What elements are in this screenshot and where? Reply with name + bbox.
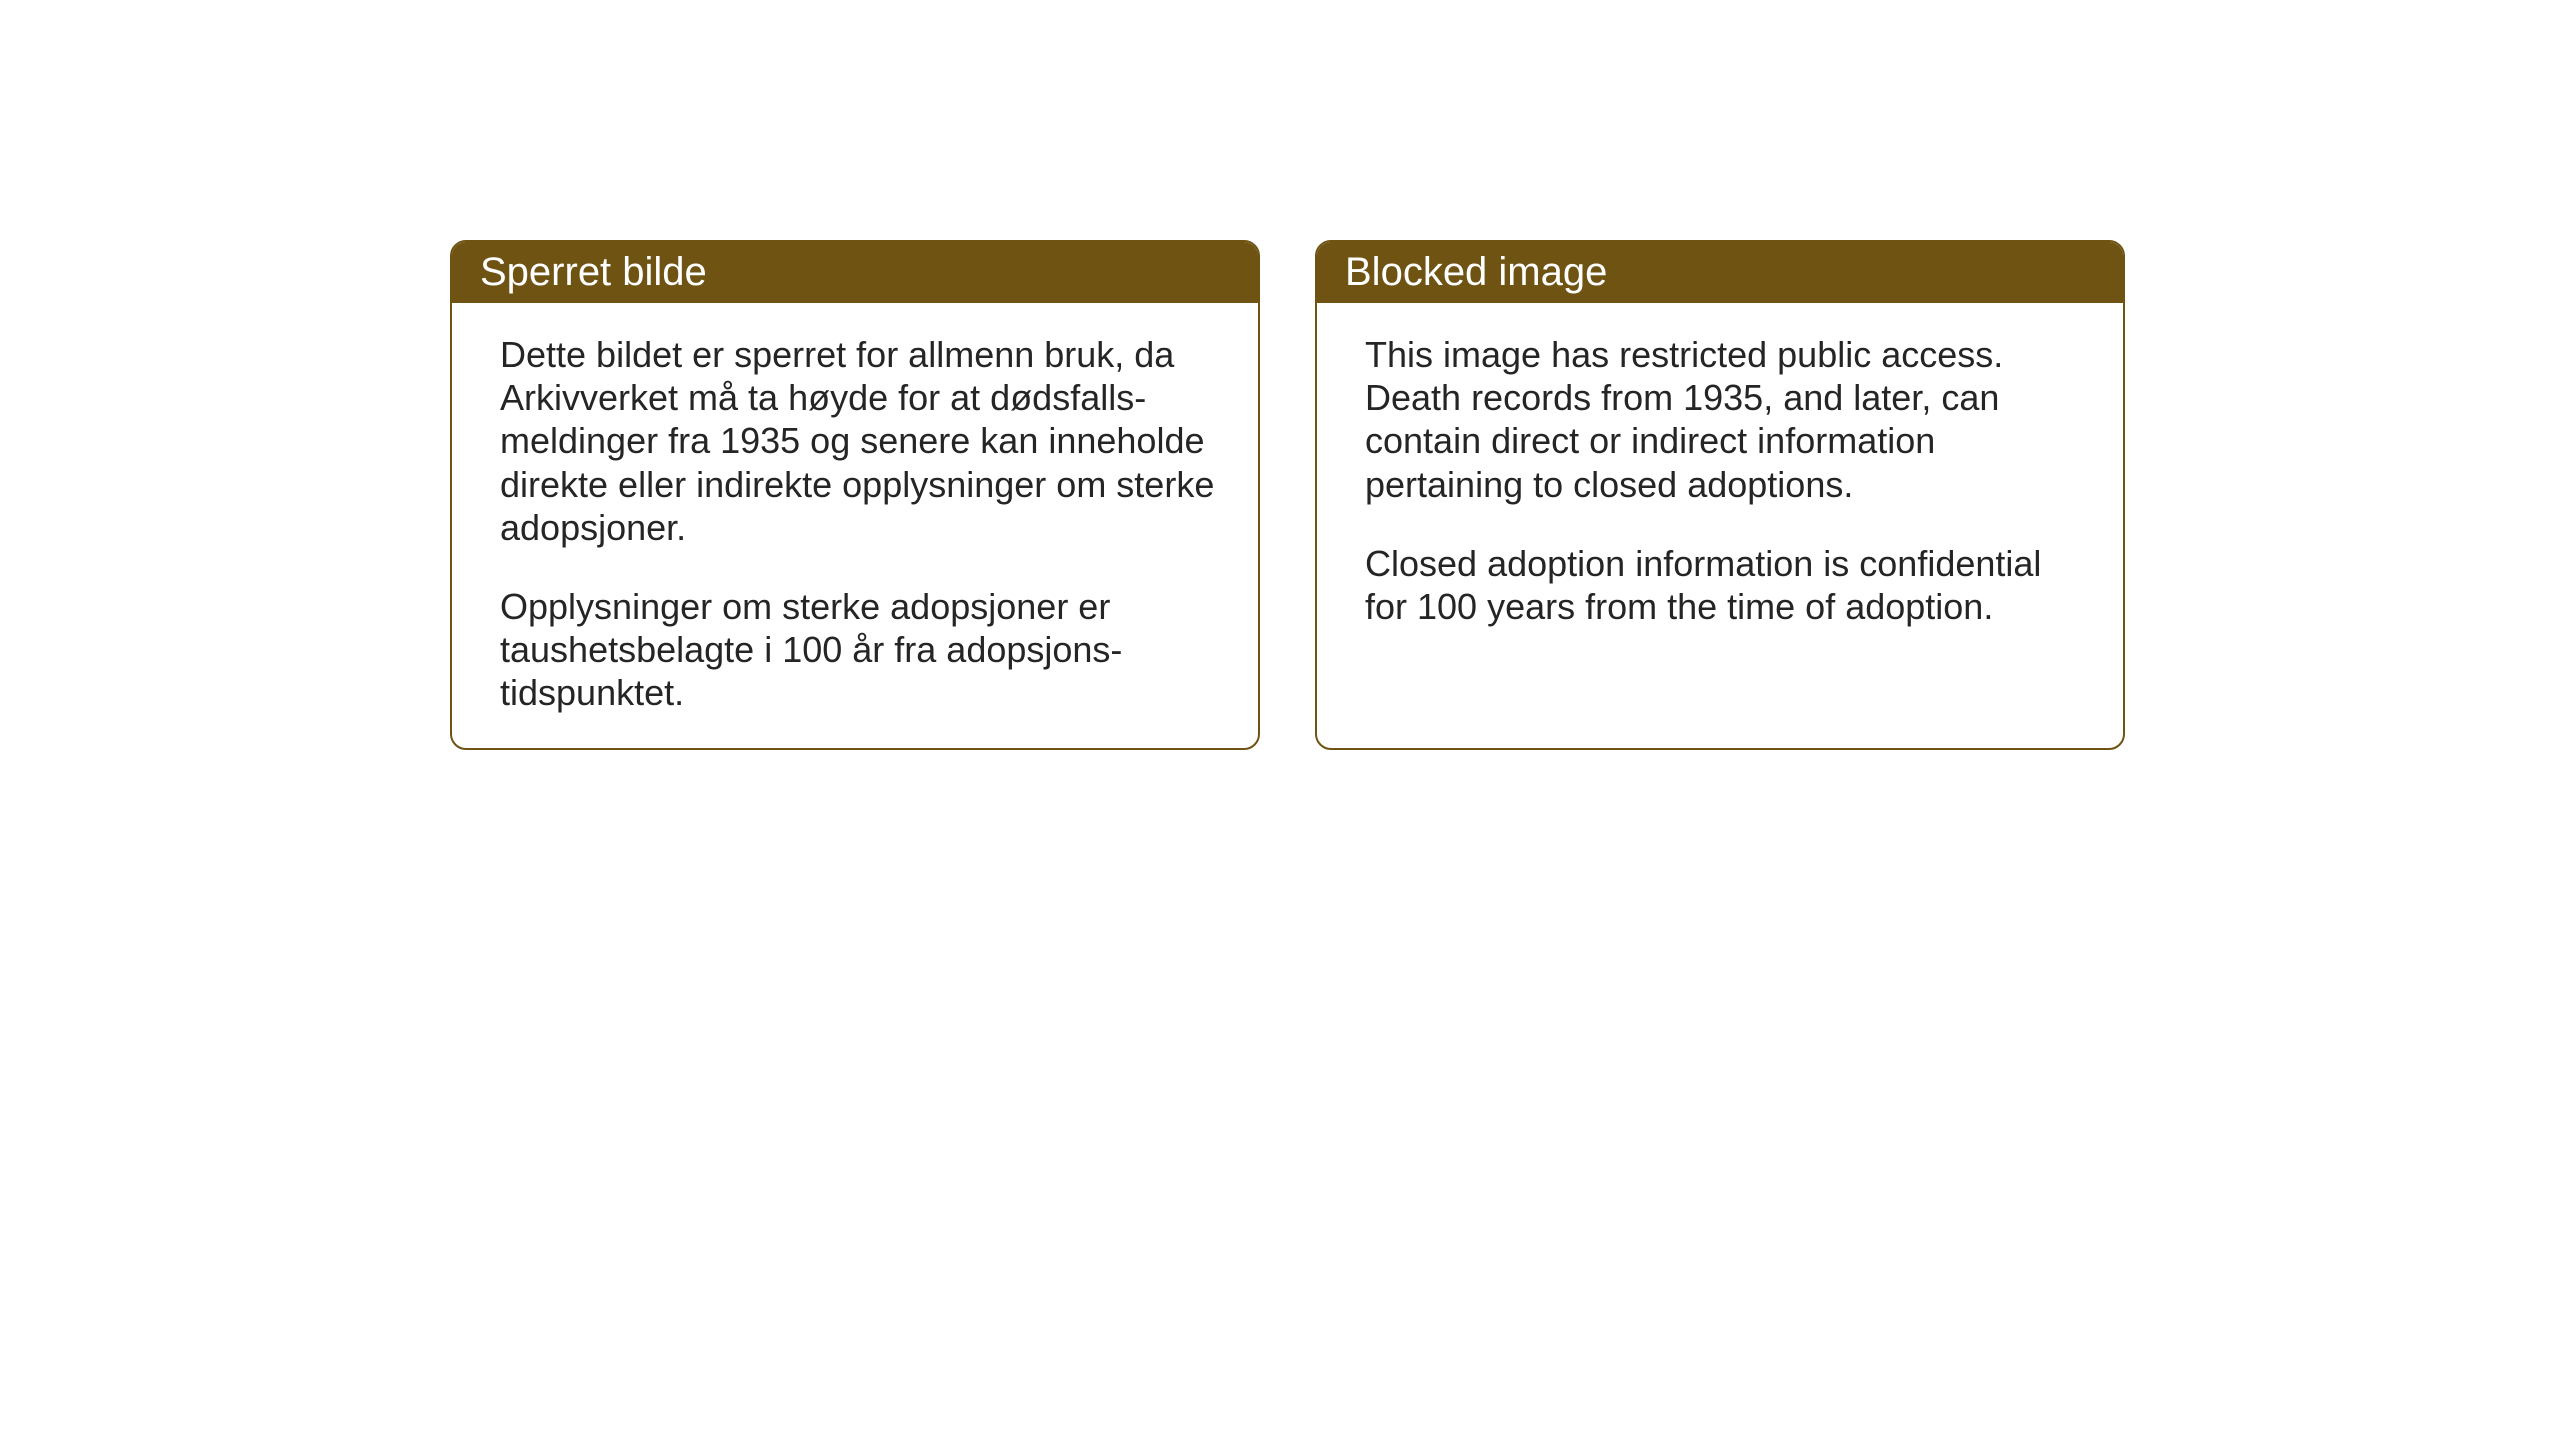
card-paragraph-1-norwegian: Dette bildet er sperret for allmenn bruk… [500, 333, 1218, 549]
cards-container: Sperret bilde Dette bildet er sperret fo… [450, 240, 2125, 750]
blocked-image-card-norwegian: Sperret bilde Dette bildet er sperret fo… [450, 240, 1260, 750]
card-paragraph-1-english: This image has restricted public access.… [1365, 333, 2083, 506]
card-paragraph-2-english: Closed adoption information is confident… [1365, 542, 2083, 628]
card-title-english: Blocked image [1345, 250, 1607, 294]
card-header-english: Blocked image [1317, 242, 2123, 303]
card-header-norwegian: Sperret bilde [452, 242, 1258, 303]
card-body-norwegian: Dette bildet er sperret for allmenn bruk… [452, 303, 1258, 750]
card-paragraph-2-norwegian: Opplysninger om sterke adopsjoner er tau… [500, 585, 1218, 715]
blocked-image-card-english: Blocked image This image has restricted … [1315, 240, 2125, 750]
card-body-english: This image has restricted public access.… [1317, 303, 2123, 668]
card-title-norwegian: Sperret bilde [480, 250, 707, 294]
